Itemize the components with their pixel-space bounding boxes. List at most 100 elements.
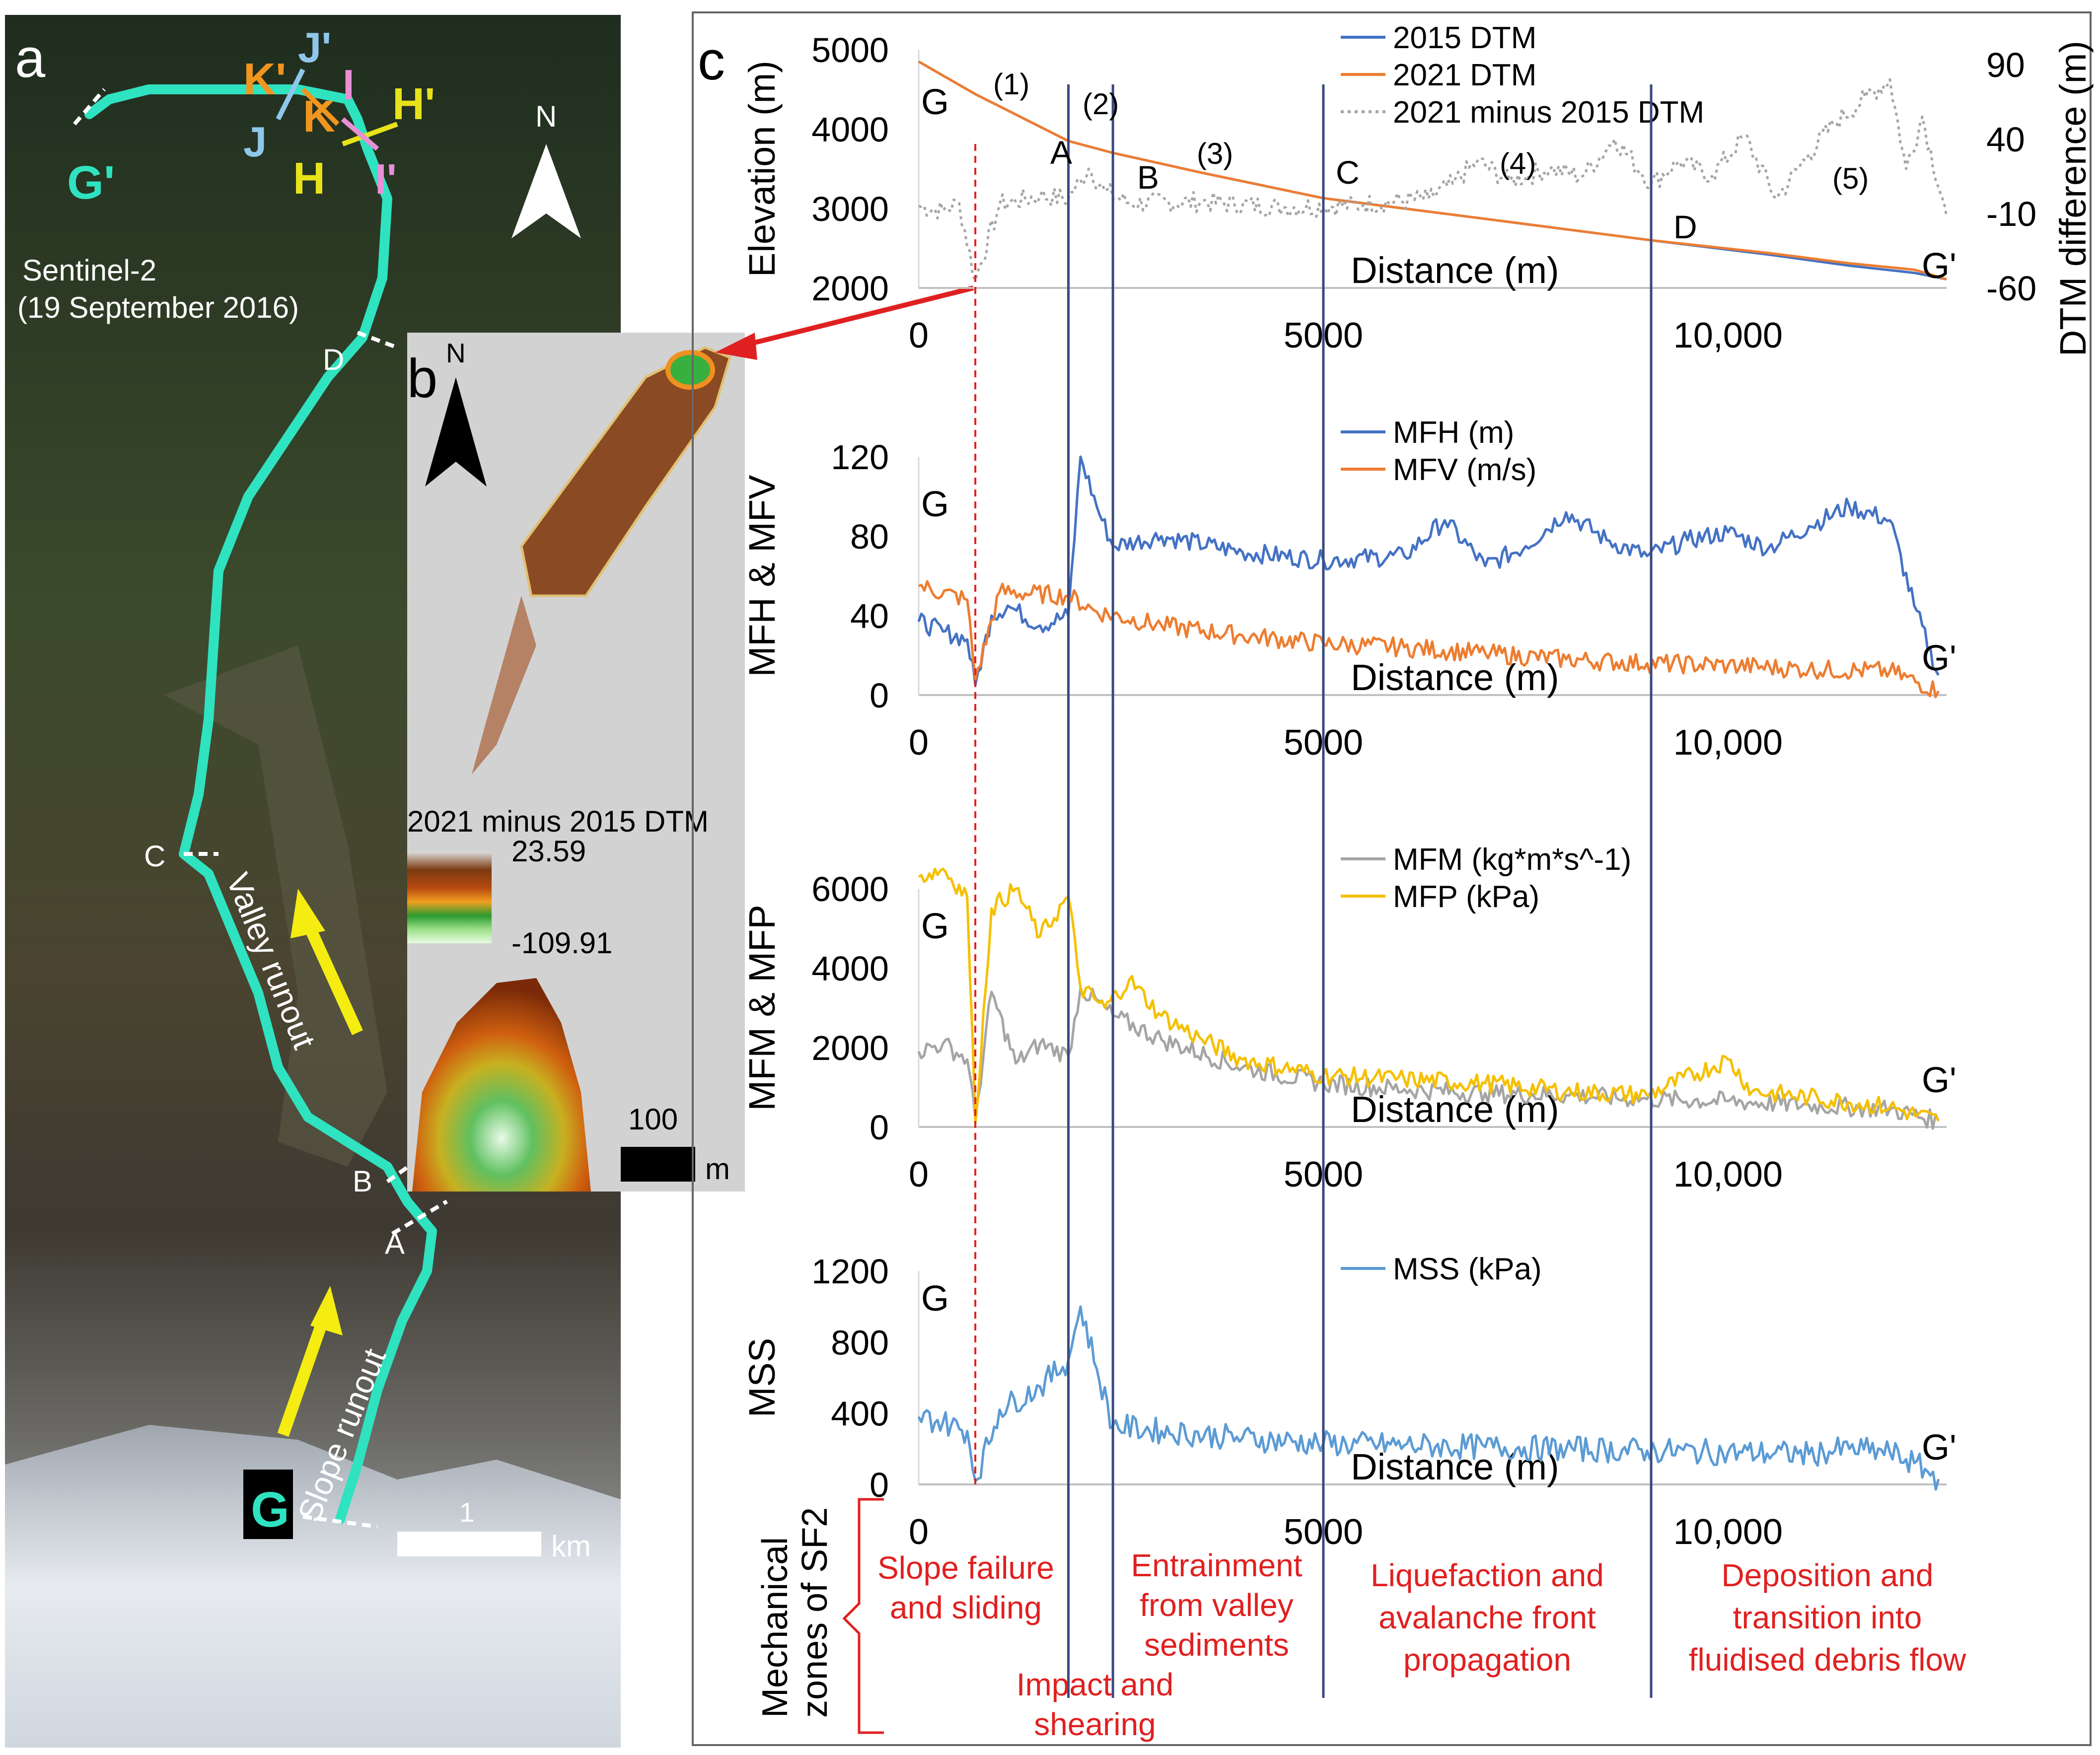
sentinel-label-line1: Sentinel-2 (22, 254, 156, 287)
point-jp-label: J' (298, 24, 332, 71)
legend-label: 2015 DTM (1393, 21, 1536, 55)
series-line-1-3 (918, 78, 1948, 282)
end-point-letter: G' (1922, 246, 1956, 286)
section-h-line (342, 122, 398, 146)
legend-colorbar (407, 851, 492, 943)
mechanical-zone-1: Slope failure and sliding (877, 1550, 1054, 1625)
panel-b: b N 2021 minus 2015 DTM 23.59 -109.91 10… (407, 333, 745, 1192)
point-b-label: B (353, 1165, 372, 1198)
point-hp-label: H' (392, 79, 435, 129)
x-tick-label: 0 (909, 1155, 929, 1194)
panel-a-label: a (15, 28, 46, 89)
legend-label: MFH (m) (1393, 416, 1514, 450)
x-tick-label: 0 (909, 316, 929, 355)
zone-number-4: (4) (1500, 147, 1536, 180)
x-axis-label: Distance (m) (1351, 1089, 1559, 1130)
point-d-label: D (323, 343, 344, 376)
y-tick-label: 400 (831, 1395, 889, 1433)
series-line-2-1 (917, 455, 1940, 687)
series-line-3-1 (917, 986, 1940, 1130)
point-a-label: A (385, 1227, 405, 1260)
section-letter-d: D (1673, 209, 1697, 245)
series-line-4-1 (917, 1305, 1940, 1491)
point-g-label: G (251, 1482, 290, 1538)
y-tick-label: 0 (869, 1108, 889, 1147)
point-i-label: I (343, 62, 355, 109)
point-kp-label: K' (243, 55, 286, 104)
series-line-1-1 (918, 60, 1947, 281)
point-h-label: H (293, 154, 325, 204)
series-line-3-2 (918, 867, 1940, 1124)
scale-bar-a (397, 1532, 541, 1556)
panel-c-label: c (698, 30, 725, 91)
point-k-label: K (303, 92, 335, 141)
y2-tick-label: 90 (1986, 46, 2025, 84)
snow-field (5, 1425, 621, 1748)
y-axis-label: MFM & MFP (741, 905, 783, 1111)
valley-floor (164, 645, 387, 1167)
y2-axis-label: DTM difference (m) (2052, 41, 2094, 356)
y-tick-label: 2000 (811, 1029, 889, 1067)
x-tick-label: 10,000 (1673, 723, 1783, 763)
x-tick-label: 0 (909, 723, 929, 763)
x-axis-label: Distance (m) (1351, 250, 1559, 291)
scale-unit-a: km (551, 1530, 591, 1563)
zone-4-line1: Liquefaction and (1371, 1557, 1604, 1593)
section-k-line (301, 87, 340, 126)
start-point-letter: G (921, 82, 949, 122)
panel-b-label: b (407, 348, 437, 409)
zone-3-line3: sediments (1144, 1627, 1289, 1663)
y-tick-label: 80 (850, 517, 889, 556)
y2-tick-label: 40 (1986, 120, 2025, 159)
legend-title-b: 2021 minus 2015 DTM (407, 805, 709, 838)
zone-number-3: (3) (1197, 137, 1233, 170)
legend-max: 23.59 (511, 835, 586, 868)
slope-runout-arrow-icon (277, 1286, 343, 1437)
mechanical-zone-2: Impact and shearing (1016, 1667, 1174, 1742)
zone-1-line1: Slope failure (877, 1550, 1054, 1586)
x-tick-label: 0 (909, 1512, 929, 1552)
scale-value-b: 100 (628, 1103, 678, 1136)
mechanical-brace (842, 1498, 884, 1734)
failure-pointer-arrow (715, 285, 974, 360)
mechanical-label-line2: zones of SF2 (795, 1507, 835, 1718)
zone-number-2: (2) (1083, 87, 1119, 121)
section-a-line (391, 1199, 448, 1236)
zone-3-line2: from valley (1140, 1587, 1293, 1623)
end-point-letter: G' (1922, 638, 1956, 678)
mechanical-zone-4: Liquefaction and avalanche front propaga… (1371, 1557, 1604, 1678)
legend-label: 2021 DTM (1393, 58, 1536, 92)
panel-c-frame (692, 11, 2092, 1746)
y-tick-label: 6000 (811, 870, 889, 909)
sentinel-label-line2: (19 September 2016) (17, 291, 299, 324)
g-label-box (243, 1470, 293, 1539)
y-axis-label: MSS (741, 1338, 783, 1417)
source-area (665, 350, 715, 390)
y-tick-label: 0 (869, 1466, 889, 1504)
zone-1-line2: and sliding (890, 1590, 1042, 1625)
y-tick-label: 3000 (811, 190, 889, 228)
section-g-line (302, 1515, 378, 1529)
valley-runout-arrow-icon (290, 889, 363, 1035)
x-axis-label: Distance (m) (1351, 1446, 1559, 1487)
section-gp-line (72, 88, 106, 126)
y-tick-label: 120 (831, 438, 889, 477)
zone-3-line1: Entrainment (1131, 1547, 1302, 1583)
runout-path (84, 84, 437, 1524)
zone-5-line2: transition into (1733, 1600, 1922, 1635)
y-tick-label: 4000 (811, 110, 889, 149)
x-tick-label: 10,000 (1673, 1155, 1783, 1194)
section-letter-c: C (1336, 154, 1360, 191)
scale-unit-b: m (705, 1152, 730, 1186)
y-tick-label: 800 (831, 1323, 889, 1362)
series-line-1-2 (918, 60, 1947, 281)
zone-number-1: (1) (993, 68, 1029, 101)
end-point-letter: G' (1922, 1060, 1956, 1100)
legend-label: MFV (m/s) (1393, 453, 1536, 487)
